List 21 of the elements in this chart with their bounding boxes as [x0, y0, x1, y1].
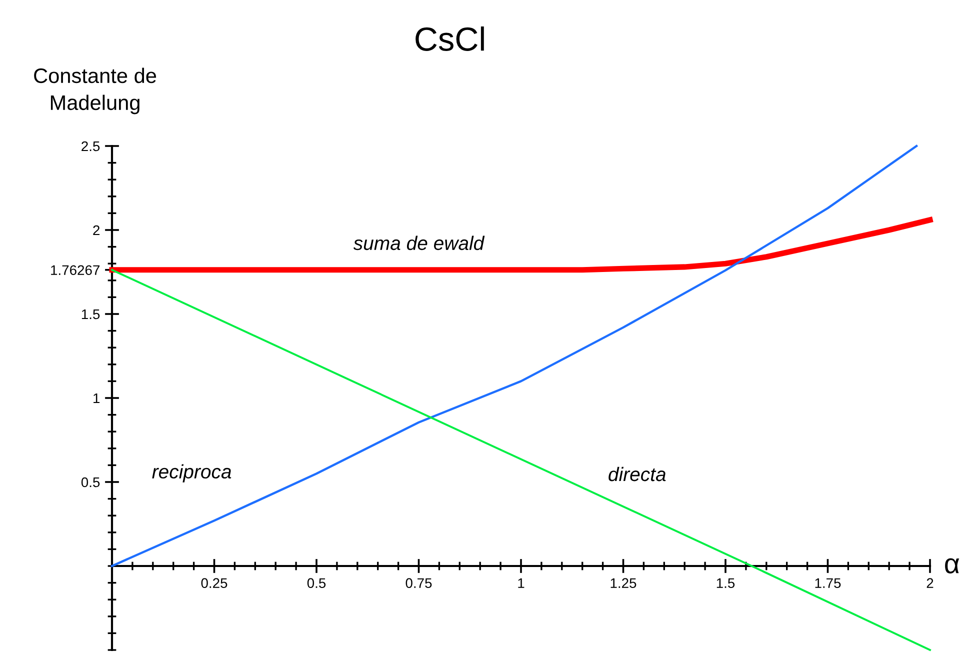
line-series — [110, 144, 918, 568]
x-tick-label: 0.25 — [201, 578, 228, 588]
x-axis-title: α — [945, 558, 960, 574]
x-tick-label: 2 — [926, 578, 934, 588]
y-tick-label: 0.5 — [81, 477, 100, 488]
y-axis-title: Constante de Madelung — [34, 68, 156, 114]
x-tick-label: 1.5 — [716, 578, 735, 588]
x-tick-label: 0.75 — [406, 578, 432, 588]
x-tick-label: 1.25 — [610, 578, 636, 588]
x-tick-label: 1.75 — [815, 578, 841, 588]
y-tick-label: 1.5 — [82, 309, 100, 320]
x-tick-label: 0.5 — [307, 578, 326, 588]
series-label: suma de ewald — [353, 236, 485, 250]
x-tick-label: 1 — [518, 578, 524, 588]
y-tick-label: 2.5 — [82, 141, 100, 152]
chart-title: CsCl — [416, 26, 484, 51]
y-tick-label: 1 — [94, 393, 100, 404]
y-tick-label: 1.76267 — [51, 265, 100, 276]
series-label: directa — [608, 466, 666, 482]
series-label: reciproca — [152, 464, 232, 482]
y-tick-label: 2 — [93, 225, 100, 236]
